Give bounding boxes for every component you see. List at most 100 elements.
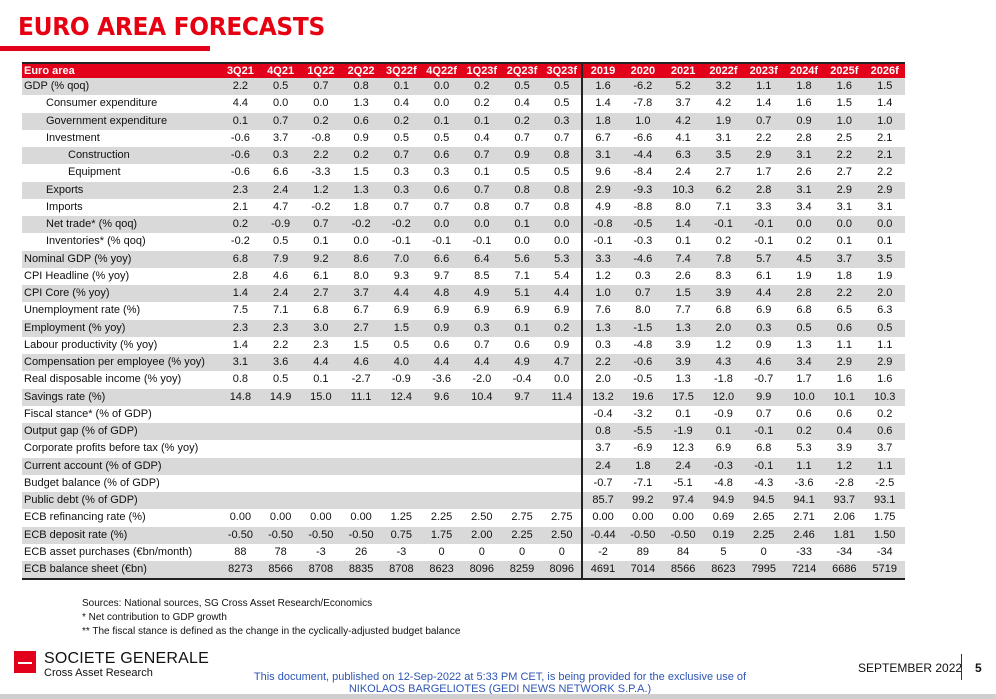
annual-value: -6.6: [633, 131, 653, 144]
annual-value: 3.9: [715, 287, 732, 300]
table-row: Compensation per employee (% yoy) 3.1 3.6 4…: [22, 354, 905, 372]
annual-value: -8.4: [633, 166, 653, 179]
societe-generale-logo-icon: [14, 651, 36, 673]
annual-value: -4.3: [754, 476, 774, 489]
annual-value: 0.00: [632, 511, 654, 524]
quarterly-value: 0: [558, 545, 565, 558]
annual-value: -4.8: [633, 338, 653, 351]
row-label: Public debt (% of GDP): [24, 494, 138, 507]
quarterly-value: [220, 475, 260, 492]
quarterly-value: [341, 492, 381, 509]
annual-value: -0.50: [670, 528, 696, 541]
annual-value: 7995: [751, 563, 776, 575]
quarterly-value: 2.2: [313, 149, 329, 162]
quarterly-value: [502, 475, 542, 492]
quarterly-value: 4.6: [272, 269, 289, 282]
row-label: Inventories* (% qoq): [46, 235, 146, 248]
annual-value: -2: [581, 543, 623, 561]
quarterly-value: 0.0: [353, 235, 369, 248]
quarterly-value: 0.0: [514, 235, 530, 248]
quarterly-value: 0.5: [393, 338, 409, 351]
annual-value: 0.1: [715, 425, 732, 438]
table-row: GDP (% qoq) 2.2 0.5 0.7 0.8 0.1 0.0 0.2 0.5 0.5 1.…: [22, 78, 905, 96]
quarterly-value: 0.1: [393, 80, 409, 93]
table-row: Exports 2.3 2.4 1.2 1.3 0.3 0.6 0.7 0.8 0.8 2.9 -9.…: [22, 181, 905, 199]
quarterly-value: [261, 406, 301, 423]
annual-value: 1.6: [836, 80, 852, 93]
quarterly-value: [421, 406, 461, 423]
table-row: Employment (% yoy) 2.3 2.3 3.0 2.7 1.5 0.9 0.3 0…: [22, 319, 905, 337]
quarterly-value: [421, 458, 461, 475]
forecast-table: Euro area 3Q21 4Q21 1Q22 2Q22 3Q22f 4Q22f 1Q23f…: [22, 62, 905, 580]
quarterly-value: 0.1: [474, 166, 490, 179]
quarterly-value: 5.6: [514, 252, 530, 265]
quarterly-value: [542, 492, 582, 509]
quarterly-value: 0.7: [313, 218, 329, 231]
annual-value: 1.6: [836, 373, 852, 386]
annual-value: 1.6: [877, 373, 893, 386]
annual-value: -2.5: [875, 476, 895, 489]
quarterly-value: 0.3: [474, 321, 490, 334]
quarterly-value: 1.5: [393, 321, 409, 334]
quarterly-value: -0.9: [391, 373, 411, 386]
quarterly-value: 4.8: [433, 287, 450, 300]
quarterly-value: 9.7: [514, 390, 530, 403]
quarterly-value: 10.4: [471, 390, 493, 403]
quarterly-value: 0.0: [554, 218, 570, 231]
quarterly-value: 4.4: [474, 356, 490, 369]
annual-value: 1.4: [675, 218, 691, 231]
row-label: Real disposable income (% yoy): [24, 373, 182, 386]
quarterly-value: 0.8: [474, 200, 490, 213]
row-label: Current account (% of GDP): [24, 459, 162, 472]
annual-value: 6.3: [877, 304, 893, 317]
quarterly-value: 1.3: [353, 97, 369, 110]
quarterly-value: [421, 440, 461, 457]
quarterly-value: 0.1: [313, 235, 329, 248]
quarterly-value: 0.7: [514, 131, 530, 144]
quarterly-value: -0.50: [348, 528, 374, 541]
annual-value: 3.9: [675, 338, 691, 351]
quarterly-value: 0.5: [514, 80, 530, 93]
quarterly-value: 6.9: [433, 304, 450, 317]
annual-value: 2.65: [753, 511, 775, 524]
annual-value: 1.6: [581, 78, 623, 96]
quarterly-value: [341, 423, 381, 440]
quarterly-value: 2.8: [232, 269, 249, 282]
quarterly-value: -0.6: [230, 131, 250, 144]
annual-value: 7.7: [675, 304, 691, 317]
annual-value: 0.3: [756, 321, 772, 334]
table-corner-label: Euro area: [24, 65, 75, 77]
table-row: Construction -0.6 0.3 2.2 0.2 0.7 0.6 0.7 0.9 0.8…: [22, 147, 905, 165]
annual-value: -2.8: [834, 476, 854, 489]
quarterly-value: 3.6: [272, 356, 289, 369]
annual-value: 10.1: [833, 390, 856, 403]
quarterly-value: [301, 423, 341, 440]
annual-value: 3.2: [715, 80, 732, 93]
annual-value: -0.3: [633, 235, 653, 248]
quarterly-value: 2.75: [551, 511, 573, 524]
quarterly-value: 4.0: [393, 356, 409, 369]
quarterly-value: 6.1: [313, 269, 329, 282]
annual-value: 1.3: [675, 373, 691, 386]
quarterly-value: 0.3: [554, 114, 570, 127]
annual-value: -5.1: [673, 476, 693, 489]
annual-value: 0.00: [672, 511, 694, 524]
annual-value: 0.19: [712, 528, 735, 541]
quarterly-value: 0.7: [313, 80, 329, 93]
quarterly-value: 0.5: [393, 131, 409, 144]
publication-date: SEPTEMBER 2022: [858, 661, 963, 675]
column-header-year: 2025f: [830, 65, 859, 77]
quarterly-value: [301, 475, 341, 492]
annual-value: 1.3: [675, 321, 691, 334]
annual-value: 3.7: [675, 97, 691, 110]
annual-value: -7.8: [633, 97, 653, 110]
quarterly-value: 6.6: [433, 252, 450, 265]
annual-value: 0.00: [581, 509, 623, 527]
quarterly-value: 1.3: [353, 183, 369, 196]
quarterly-value: 8096: [549, 563, 575, 575]
table-row: Investment -0.6 3.7 -0.8 0.9 0.5 0.5 0.4 0.7 0.7 6…: [22, 129, 905, 147]
quarterly-value: [381, 423, 421, 440]
annual-value: 0.1: [675, 407, 691, 420]
annual-value: 3.3: [581, 250, 623, 268]
annual-value: 0.7: [756, 407, 772, 420]
